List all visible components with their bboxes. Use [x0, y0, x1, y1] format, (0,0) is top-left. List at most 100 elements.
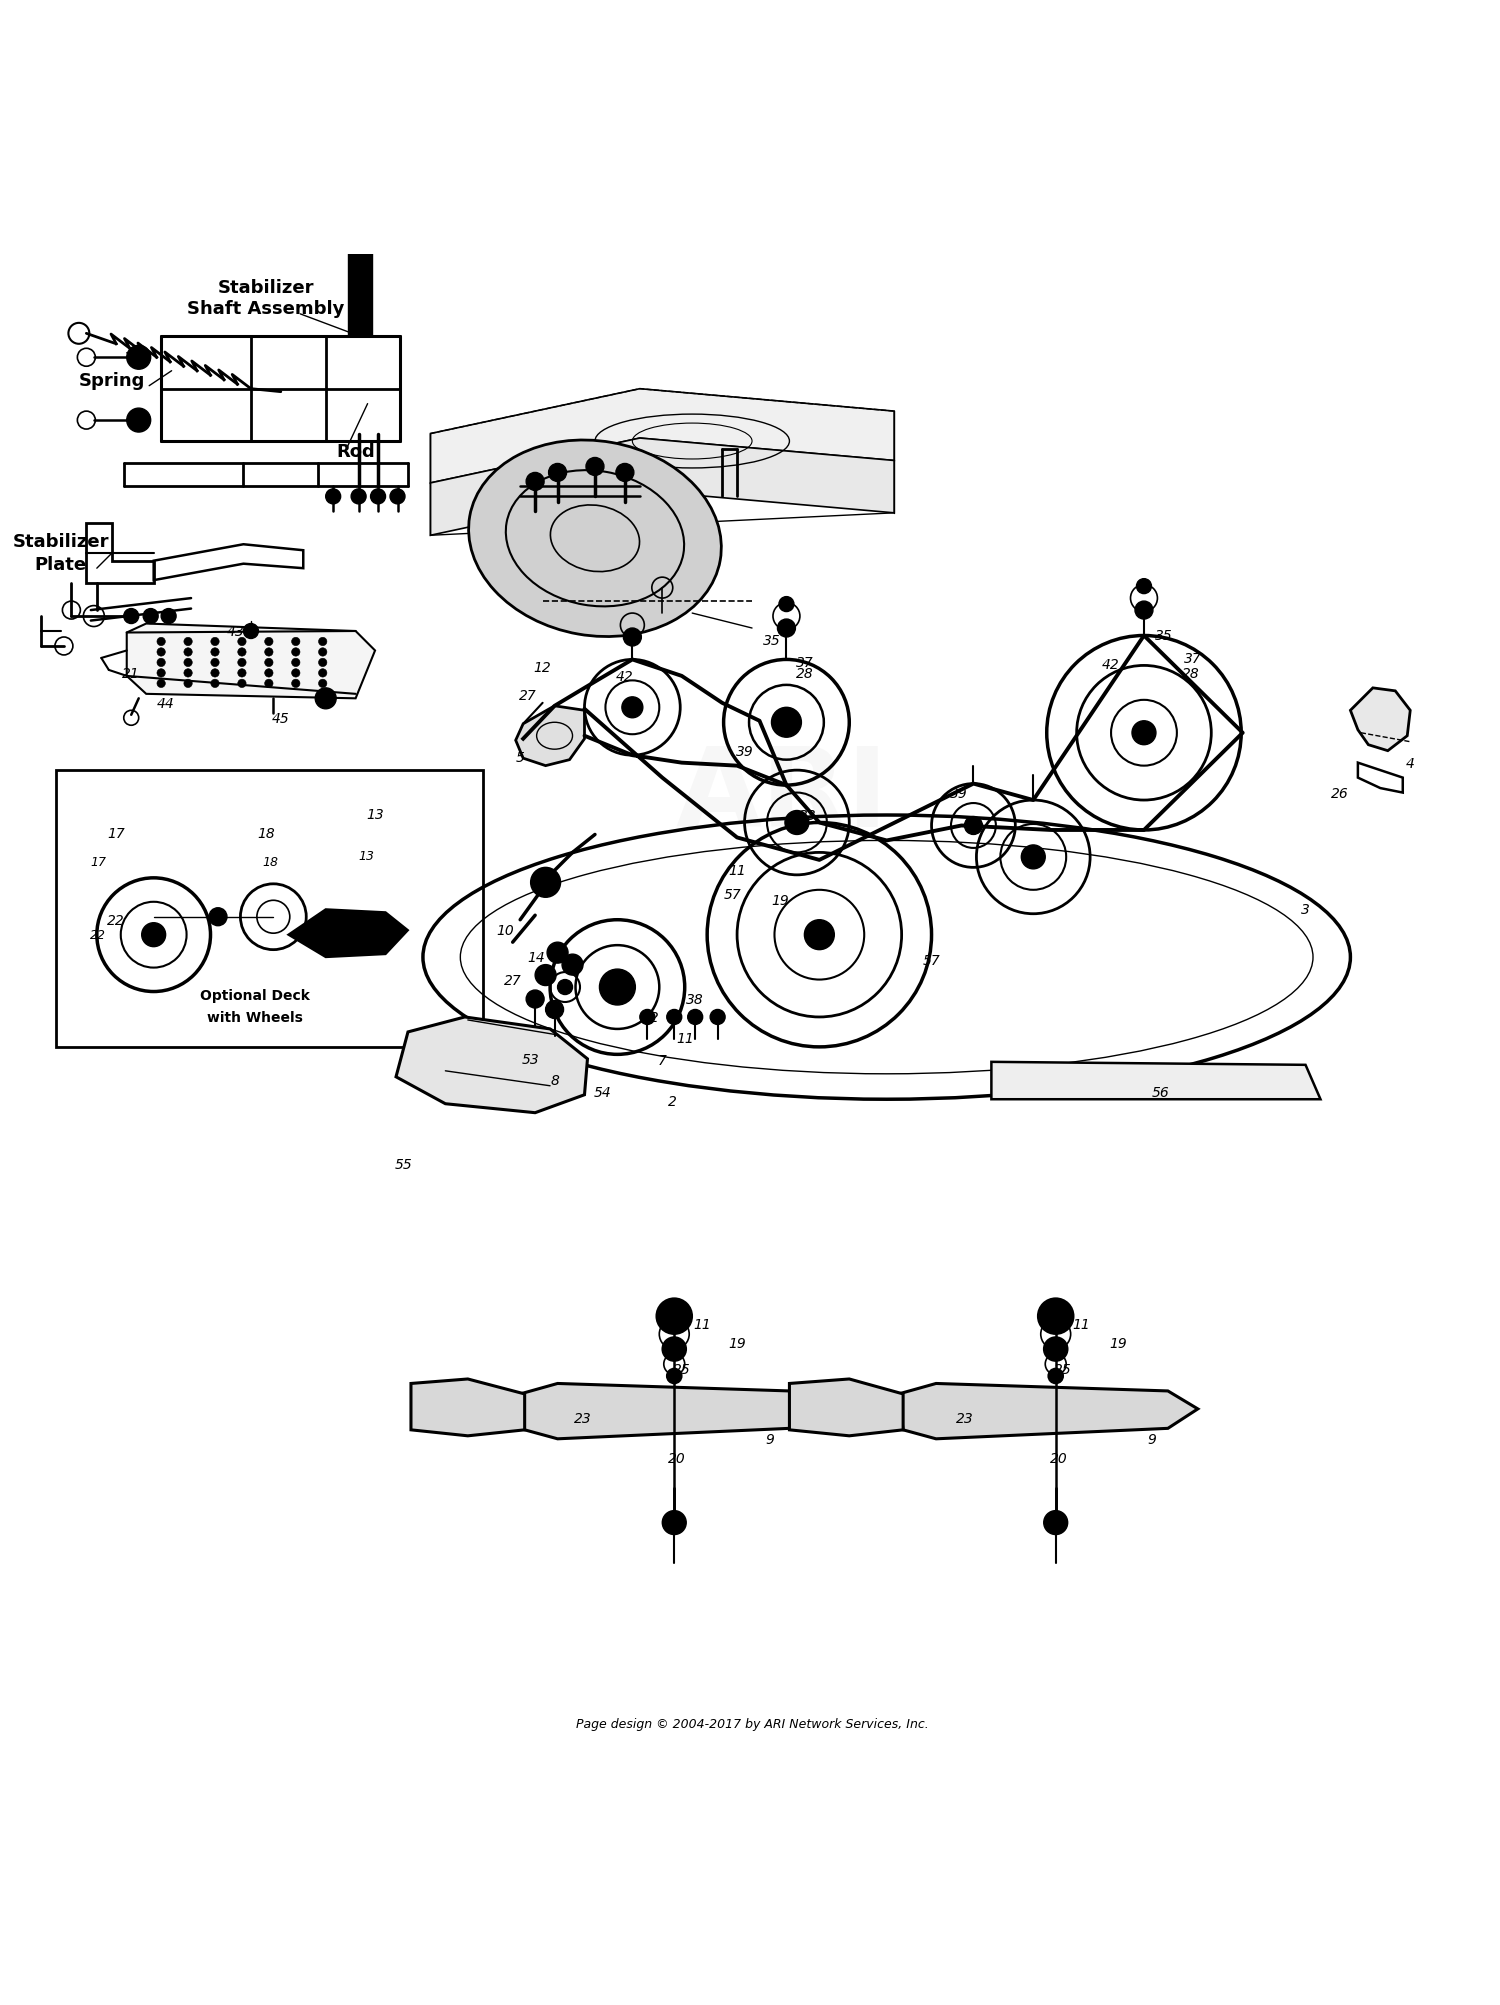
Text: Shaft Assembly: Shaft Assembly: [188, 299, 345, 317]
Circle shape: [158, 670, 165, 678]
Text: 19: 19: [771, 894, 789, 908]
Text: 11: 11: [694, 1317, 711, 1331]
Circle shape: [264, 648, 273, 658]
Text: 13: 13: [358, 850, 374, 862]
Circle shape: [126, 409, 150, 433]
Text: with Wheels: with Wheels: [207, 1011, 303, 1025]
Circle shape: [211, 680, 219, 688]
Circle shape: [531, 868, 561, 898]
Text: 22: 22: [90, 928, 106, 942]
Circle shape: [640, 1011, 656, 1025]
Circle shape: [784, 812, 808, 834]
Circle shape: [1038, 1299, 1074, 1335]
Circle shape: [526, 990, 544, 1009]
Circle shape: [390, 489, 405, 505]
Text: 55: 55: [394, 1157, 412, 1171]
Circle shape: [558, 980, 573, 994]
Circle shape: [184, 660, 192, 668]
Text: 20: 20: [669, 1452, 686, 1466]
Text: 52: 52: [642, 1011, 658, 1025]
Circle shape: [184, 638, 192, 646]
Circle shape: [291, 660, 300, 668]
Text: 1: 1: [807, 924, 816, 938]
Bar: [57, 770, 483, 1047]
Circle shape: [160, 610, 176, 624]
Circle shape: [158, 660, 165, 668]
Polygon shape: [126, 624, 375, 700]
Circle shape: [964, 818, 982, 834]
Polygon shape: [898, 1383, 1198, 1440]
Text: 33: 33: [798, 808, 816, 822]
Circle shape: [318, 648, 327, 658]
Text: 39: 39: [950, 786, 968, 800]
Text: 35: 35: [1155, 630, 1173, 644]
Text: 44: 44: [158, 696, 174, 710]
Ellipse shape: [468, 441, 722, 638]
Polygon shape: [992, 1063, 1320, 1099]
Circle shape: [126, 347, 150, 371]
Text: 14: 14: [528, 950, 546, 964]
Text: 17: 17: [108, 826, 124, 840]
Polygon shape: [288, 910, 408, 958]
Text: 2: 2: [669, 1095, 676, 1109]
Circle shape: [668, 1011, 681, 1025]
Text: 53: 53: [522, 1053, 540, 1067]
Text: 27: 27: [519, 690, 537, 704]
Circle shape: [243, 624, 258, 640]
Circle shape: [622, 698, 644, 718]
Text: 5: 5: [516, 750, 525, 764]
Text: 11: 11: [1072, 1317, 1090, 1331]
Text: 26: 26: [1330, 786, 1348, 800]
Circle shape: [526, 473, 544, 491]
Circle shape: [211, 648, 219, 658]
Text: 23: 23: [574, 1412, 592, 1426]
Circle shape: [123, 610, 138, 624]
Circle shape: [687, 1011, 702, 1025]
Circle shape: [264, 670, 273, 678]
Text: 22: 22: [108, 912, 124, 926]
Circle shape: [209, 908, 226, 926]
Text: 25: 25: [674, 1361, 690, 1375]
Circle shape: [562, 954, 584, 976]
Circle shape: [777, 620, 795, 638]
Circle shape: [326, 489, 340, 505]
Text: 38: 38: [687, 992, 703, 1007]
Circle shape: [586, 459, 604, 477]
Text: 13: 13: [366, 808, 384, 822]
Text: 11: 11: [676, 1031, 693, 1045]
Text: 10: 10: [496, 924, 514, 938]
Text: Plate: Plate: [34, 555, 87, 573]
Text: 19: 19: [1110, 1337, 1128, 1351]
Circle shape: [546, 1000, 564, 1019]
Text: 37: 37: [795, 656, 813, 670]
Text: Optional Deck: Optional Deck: [201, 988, 310, 1002]
Text: 42: 42: [616, 670, 634, 684]
Circle shape: [549, 465, 567, 481]
Circle shape: [318, 660, 327, 668]
Polygon shape: [516, 706, 585, 766]
Circle shape: [771, 708, 801, 738]
Text: 45: 45: [272, 712, 290, 726]
Circle shape: [616, 465, 634, 481]
Text: Stabilizer: Stabilizer: [12, 533, 110, 551]
Polygon shape: [789, 1379, 903, 1436]
Text: 37: 37: [1185, 652, 1202, 666]
Text: 7: 7: [658, 1055, 666, 1069]
Circle shape: [663, 1512, 686, 1534]
Circle shape: [1137, 579, 1152, 593]
Circle shape: [264, 680, 273, 688]
Polygon shape: [520, 1383, 819, 1440]
Circle shape: [291, 638, 300, 646]
Circle shape: [142, 610, 158, 624]
Circle shape: [237, 670, 246, 678]
Text: 17: 17: [90, 856, 106, 868]
Circle shape: [141, 922, 165, 946]
Circle shape: [663, 1337, 686, 1361]
Text: 25: 25: [1054, 1361, 1072, 1375]
Circle shape: [710, 1011, 724, 1025]
Text: ARI: ARI: [675, 742, 888, 850]
Circle shape: [211, 660, 219, 668]
Text: 57: 57: [723, 888, 741, 902]
Text: 6: 6: [674, 1516, 681, 1530]
Circle shape: [1044, 1512, 1068, 1534]
